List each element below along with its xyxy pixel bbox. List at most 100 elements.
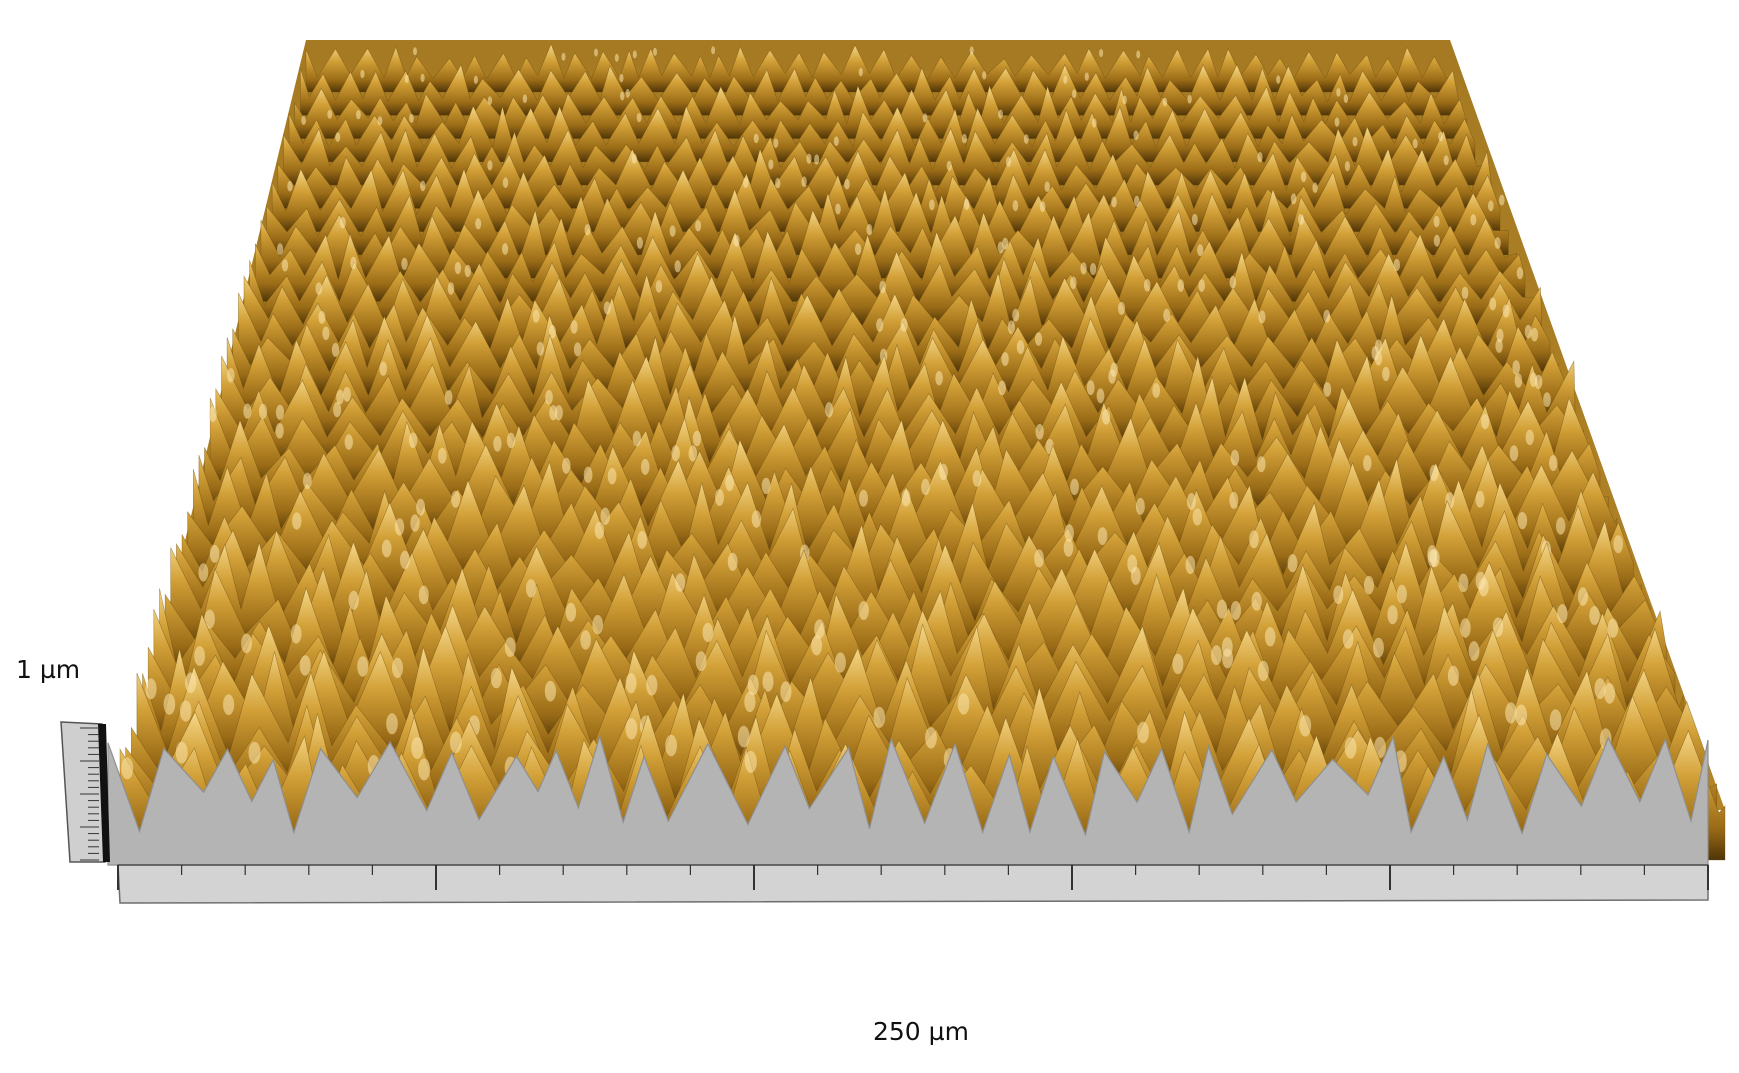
peak-highlight: [1211, 645, 1222, 665]
peak-highlight: [209, 544, 220, 563]
peak-highlight: [208, 406, 217, 422]
peak-highlight: [711, 46, 716, 55]
peak-highlight: [277, 243, 284, 256]
peak-highlight: [929, 199, 935, 211]
peak-highlight: [1505, 702, 1517, 724]
peak-highlight: [855, 243, 862, 256]
peak-highlight: [1110, 362, 1118, 377]
peak-highlight: [1133, 130, 1139, 140]
peak-highlight: [879, 280, 886, 294]
peak-highlight: [806, 153, 812, 164]
peak-highlight: [1012, 200, 1019, 212]
peak-highlight: [592, 615, 603, 635]
peak-highlight: [859, 489, 868, 507]
peak-highlight: [1516, 267, 1524, 280]
peak-highlight: [753, 133, 759, 144]
peak-highlight: [1143, 279, 1151, 292]
peak-highlight: [866, 224, 873, 236]
peak-highlight: [449, 731, 462, 754]
peak-highlight: [901, 489, 911, 507]
peak-highlight: [733, 234, 740, 247]
peak-highlight: [1549, 709, 1562, 731]
peak-highlight: [946, 160, 952, 171]
z-scale-label: 1 µm: [16, 655, 81, 684]
peak-highlight: [1070, 478, 1079, 495]
peak-highlight: [487, 96, 493, 105]
peak-highlight: [1323, 309, 1331, 323]
peak-highlight: [1502, 304, 1510, 318]
peak-highlight: [1613, 535, 1623, 554]
peak-highlight: [394, 518, 405, 536]
peak-highlight: [702, 622, 714, 643]
peak-highlight: [526, 579, 536, 598]
peak-highlight: [1433, 234, 1440, 247]
peak-highlight: [972, 470, 982, 487]
peak-highlight: [1492, 617, 1504, 637]
peak-highlight: [1134, 195, 1140, 207]
peak-highlight: [303, 472, 312, 489]
peak-highlight: [725, 474, 734, 492]
peak-highlight: [336, 389, 344, 405]
peak-highlight: [1039, 201, 1046, 213]
peak-highlight: [322, 326, 330, 341]
peak-highlight: [1333, 585, 1344, 605]
peak-highlight: [287, 180, 293, 192]
peak-highlight: [573, 342, 582, 357]
surface-texture: [119, 43, 1726, 861]
peak-highlight: [548, 325, 557, 339]
peak-highlight: [1264, 627, 1276, 647]
cross-section-wall: [107, 733, 1709, 866]
peak-highlight: [1543, 392, 1551, 407]
peak-highlight: [418, 758, 431, 781]
peak-highlight: [669, 225, 676, 237]
peak-highlight: [1185, 555, 1196, 575]
peak-highlight: [331, 342, 340, 357]
peak-highlight: [1118, 301, 1125, 315]
peak-highlight: [619, 73, 624, 83]
peak-highlight: [744, 691, 756, 713]
peak-highlight: [1604, 682, 1616, 704]
peak-highlight: [1035, 424, 1044, 440]
peak-highlight: [1007, 320, 1016, 335]
peak-highlight: [1251, 591, 1262, 611]
peak-highlight: [1096, 388, 1105, 404]
peak-highlight: [580, 630, 591, 650]
peak-highlight: [1099, 49, 1104, 57]
peak-highlight: [175, 741, 188, 764]
peak-highlight: [299, 655, 311, 676]
peak-highlight: [275, 404, 285, 420]
peak-highlight: [335, 132, 341, 142]
peak-highlight: [1517, 511, 1528, 530]
peak-highlight: [835, 203, 841, 215]
peak-highlight: [833, 136, 839, 146]
peak-highlight: [377, 116, 383, 126]
ridge-row: [300, 63, 1459, 116]
peak-highlight: [762, 671, 774, 692]
peak-highlight: [814, 154, 820, 165]
peak-highlight: [1187, 94, 1192, 104]
peak-highlight: [1556, 517, 1566, 535]
peak-highlight: [1002, 237, 1009, 250]
peak-highlight: [1276, 75, 1281, 84]
peak-highlight: [1122, 95, 1127, 105]
peak-highlight: [1458, 573, 1469, 593]
peak-highlight: [444, 390, 453, 405]
peak-highlight: [1163, 308, 1171, 322]
peak-highlight: [1130, 566, 1141, 585]
peak-highlight: [640, 458, 650, 475]
peak-highlight: [447, 282, 455, 295]
peak-highlight: [584, 224, 591, 236]
peak-highlight: [780, 681, 792, 703]
peak-highlight: [1312, 182, 1318, 193]
peak-highlight: [1364, 575, 1374, 595]
peak-highlight: [418, 585, 429, 605]
peak-highlight: [653, 47, 657, 56]
peak-highlight: [600, 507, 610, 525]
peak-highlight: [1343, 94, 1349, 103]
peak-highlight: [1412, 138, 1418, 149]
peak-highlight: [1524, 324, 1532, 339]
peak-highlight: [636, 237, 644, 249]
peak-highlight: [1070, 276, 1077, 290]
peak-highlight: [1084, 72, 1089, 81]
